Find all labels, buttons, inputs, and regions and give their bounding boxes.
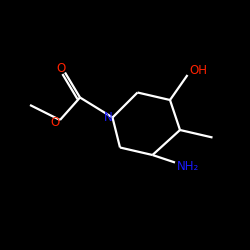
Text: O: O [57, 62, 66, 74]
Text: O: O [51, 116, 60, 130]
Text: N: N [104, 111, 112, 124]
Text: NH₂: NH₂ [176, 160, 199, 173]
Text: OH: OH [189, 64, 207, 77]
